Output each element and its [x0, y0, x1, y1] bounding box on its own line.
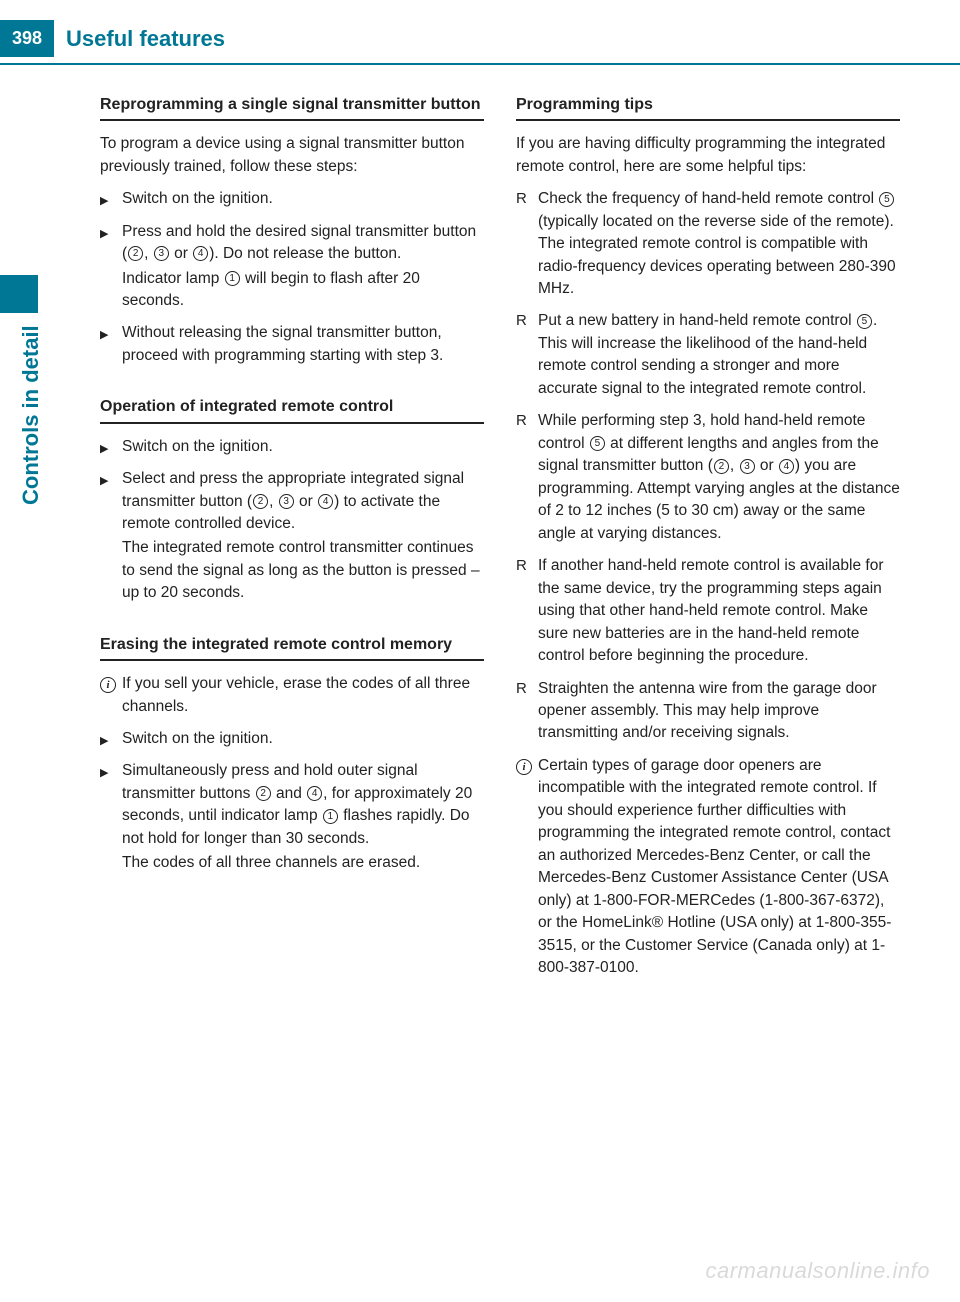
ref-circle-2: 2 — [714, 459, 729, 474]
ref-circle-5: 5 — [879, 192, 894, 207]
ref-circle-2: 2 — [256, 786, 271, 801]
text-fragment: and — [272, 785, 306, 802]
step-arrow-icon — [100, 322, 122, 367]
info-note: i If you sell your vehicle, erase the co… — [100, 673, 484, 718]
side-tab-marker — [0, 275, 38, 313]
heading-erasing: Erasing the integrated remote control me… — [100, 633, 484, 661]
bullet-text: Put a new battery in hand-held remote co… — [538, 310, 900, 400]
page-header: 398 Useful features — [0, 0, 960, 63]
ref-circle-1: 1 — [323, 809, 338, 824]
step-item: Select and press the appropriate integra… — [100, 468, 484, 605]
step-arrow-icon — [100, 221, 122, 313]
text-fragment: Indicator lamp — [122, 270, 224, 287]
heading-tips: Programming tips — [516, 93, 900, 121]
bullet-icon — [516, 555, 538, 667]
info-icon-wrapper: i — [516, 755, 538, 980]
ref-circle-4: 4 — [779, 459, 794, 474]
step-text: Simultaneously press and hold outer sign… — [122, 760, 484, 874]
step-item: Press and hold the desired signal transm… — [100, 221, 484, 313]
intro-text: If you are having difficulty programming… — [516, 133, 900, 178]
text-fragment: Check the frequency of hand-held remote … — [538, 190, 878, 207]
ref-circle-5: 5 — [857, 314, 872, 329]
ref-circle-4: 4 — [193, 246, 208, 261]
ref-circle-4: 4 — [318, 494, 333, 509]
bullet-icon — [516, 678, 538, 745]
page-number: 398 — [0, 20, 54, 57]
ref-circle-3: 3 — [154, 246, 169, 261]
bullet-item: If another hand-held remote control is a… — [516, 555, 900, 667]
step-item: Switch on the ignition. — [100, 436, 484, 458]
ref-circle-4: 4 — [307, 786, 322, 801]
ref-circle-5: 5 — [590, 436, 605, 451]
bullet-icon — [516, 410, 538, 545]
step-item: Without releasing the signal transmitter… — [100, 322, 484, 367]
step-arrow-icon — [100, 436, 122, 458]
ref-circle-2: 2 — [128, 246, 143, 261]
heading-reprogramming: Reprogramming a single signal transmitte… — [100, 93, 484, 121]
text-fragment: or — [170, 245, 192, 262]
right-column: Programming tips If you are having diffi… — [516, 93, 900, 990]
side-tab: Controls in detail — [0, 275, 50, 505]
intro-text: To program a device using a signal trans… — [100, 133, 484, 178]
bullet-item: Check the frequency of hand-held remote … — [516, 188, 900, 300]
info-icon-wrapper: i — [100, 673, 122, 718]
step-item: Switch on the ignition. — [100, 728, 484, 750]
bullet-icon — [516, 310, 538, 400]
bullet-text: While performing step 3, hold hand-held … — [538, 410, 900, 545]
text-fragment: , — [730, 457, 739, 474]
text-fragment: The integrated remote control transmitte… — [122, 537, 484, 604]
text-fragment: ). Do not release the button. — [209, 245, 401, 262]
watermark: carmanualsonline.info — [705, 1258, 930, 1284]
step-arrow-icon — [100, 760, 122, 874]
ref-circle-3: 3 — [279, 494, 294, 509]
bullet-item: Put a new battery in hand-held remote co… — [516, 310, 900, 400]
text-fragment: or — [756, 457, 778, 474]
bullet-icon — [516, 188, 538, 300]
text-fragment: , — [269, 493, 278, 510]
bullet-text: If another hand-held remote control is a… — [538, 555, 900, 667]
step-text: Select and press the appropriate integra… — [122, 468, 484, 605]
step-item: Switch on the ignition. — [100, 188, 484, 210]
info-text: If you sell your vehicle, erase the code… — [122, 673, 484, 718]
bullet-item: While performing step 3, hold hand-held … — [516, 410, 900, 545]
step-arrow-icon — [100, 728, 122, 750]
step-text: Switch on the ignition. — [122, 188, 484, 210]
ref-circle-1: 1 — [225, 271, 240, 286]
step-text: Switch on the ignition. — [122, 728, 484, 750]
step-text: Press and hold the desired signal transm… — [122, 221, 484, 313]
step-text: Without releasing the signal transmitter… — [122, 322, 484, 367]
text-fragment: or — [295, 493, 317, 510]
heading-operation: Operation of integrated remote control — [100, 395, 484, 423]
info-icon: i — [516, 759, 532, 775]
text-fragment: The codes of all three channels are eras… — [122, 852, 484, 874]
info-icon: i — [100, 677, 116, 693]
info-note: i Certain types of garage door openers a… — [516, 755, 900, 980]
text-fragment: Put a new battery in hand-held remote co… — [538, 312, 856, 329]
bullet-item: Straighten the antenna wire from the gar… — [516, 678, 900, 745]
content-area: Reprogramming a single signal transmitte… — [0, 65, 960, 990]
step-text: Switch on the ignition. — [122, 436, 484, 458]
side-tab-label: Controls in detail — [18, 325, 44, 505]
bullet-text: Straighten the antenna wire from the gar… — [538, 678, 900, 745]
ref-circle-2: 2 — [253, 494, 268, 509]
bullet-text: Check the frequency of hand-held remote … — [538, 188, 900, 300]
step-arrow-icon — [100, 468, 122, 605]
left-column: Reprogramming a single signal transmitte… — [100, 93, 484, 990]
step-item: Simultaneously press and hold outer sign… — [100, 760, 484, 874]
text-fragment: , — [144, 245, 153, 262]
info-text: Certain types of garage door openers are… — [538, 755, 900, 980]
chapter-title: Useful features — [66, 26, 225, 52]
step-arrow-icon — [100, 188, 122, 210]
text-fragment: (typically located on the reverse side o… — [538, 213, 896, 297]
ref-circle-3: 3 — [740, 459, 755, 474]
